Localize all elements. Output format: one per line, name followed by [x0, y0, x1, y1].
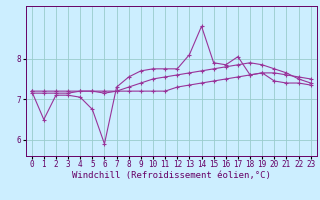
- X-axis label: Windchill (Refroidissement éolien,°C): Windchill (Refroidissement éolien,°C): [72, 171, 271, 180]
